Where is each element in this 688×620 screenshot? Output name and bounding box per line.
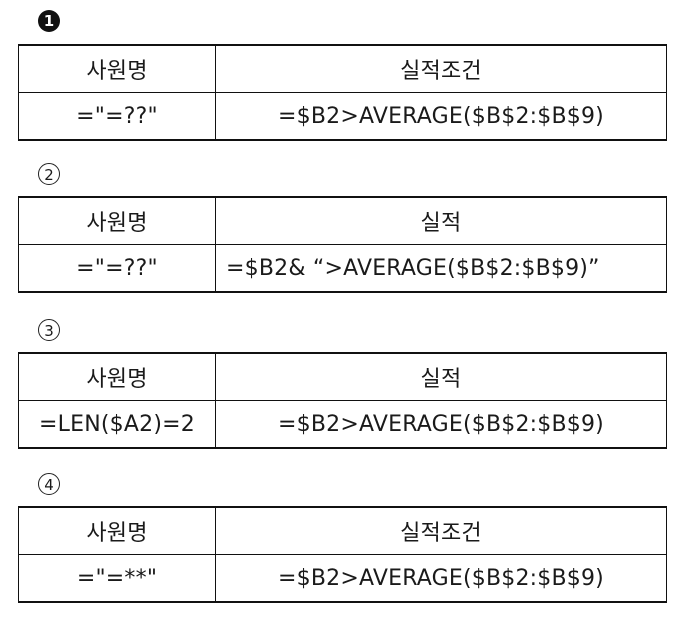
cell-name-condition: ="=??" [18,92,216,141]
table-header-row: 사원명 실적 [18,196,667,245]
criteria-table-3: 사원명 실적 =LEN($A2)=2 =$B2>AVERAGE($B$2:$B$… [18,352,667,449]
option-2-marker: 2 [38,163,60,185]
header-cell-criteria: 실적조건 [215,44,667,93]
header-cell-name: 사원명 [18,506,216,555]
criteria-table-2: 사원명 실적 ="=??" =$B2& “>AVERAGE($B$2:$B$9)… [18,196,667,293]
table-header-row: 사원명 실적조건 [18,506,667,555]
cell-name-condition: =LEN($A2)=2 [18,400,216,449]
criteria-table-1: 사원명 실적조건 ="=??" =$B2>AVERAGE($B$2:$B$9) [18,44,667,141]
table-row: ="=??" =$B2>AVERAGE($B$2:$B$9) [18,92,667,141]
cell-criteria-formula: =$B2>AVERAGE($B$2:$B$9) [215,92,667,141]
header-cell-name: 사원명 [18,196,216,245]
table-header-row: 사원명 실적조건 [18,44,667,93]
header-cell-criteria: 실적 [215,352,667,401]
table-row: ="=**" =$B2>AVERAGE($B$2:$B$9) [18,554,667,603]
table-row: =LEN($A2)=2 =$B2>AVERAGE($B$2:$B$9) [18,400,667,449]
header-cell-criteria: 실적 [215,196,667,245]
header-cell-name: 사원명 [18,352,216,401]
cell-name-condition: ="=**" [18,554,216,603]
table-row: ="=??" =$B2& “>AVERAGE($B$2:$B$9)” [18,244,667,293]
table-header-row: 사원명 실적 [18,352,667,401]
cell-criteria-formula: =$B2>AVERAGE($B$2:$B$9) [215,400,667,449]
cell-name-condition: ="=??" [18,244,216,293]
criteria-table-4: 사원명 실적조건 ="=**" =$B2>AVERAGE($B$2:$B$9) [18,506,667,603]
option-3-marker: 3 [38,319,60,341]
header-cell-name: 사원명 [18,44,216,93]
header-cell-criteria: 실적조건 [215,506,667,555]
cell-criteria-formula: =$B2& “>AVERAGE($B$2:$B$9)” [215,244,667,293]
cell-criteria-formula: =$B2>AVERAGE($B$2:$B$9) [215,554,667,603]
option-4-marker: 4 [38,473,60,495]
option-1-marker: 1 [38,10,60,32]
